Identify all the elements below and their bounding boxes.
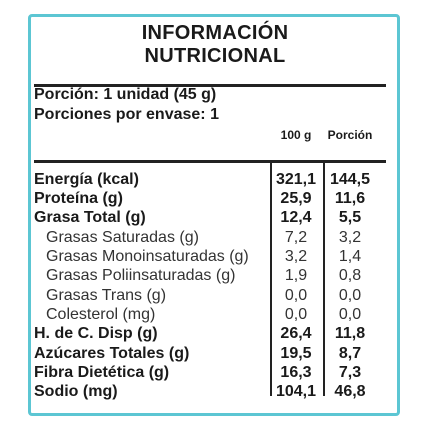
value-portion: 144,5: [329, 171, 371, 188]
nutrient-label: Azúcares Totales (g): [34, 345, 190, 362]
nutrient-row-energy: Energía (kcal) 321,1 144,5: [0, 171, 430, 189]
value-portion: 5,5: [338, 209, 362, 226]
value-portion: 0,0: [338, 306, 362, 323]
value-100g: 16,3: [280, 364, 312, 381]
column-header-portion: Porción: [327, 128, 373, 142]
value-100g: 12,4: [280, 209, 312, 226]
portion-size: Porción: 1 unidad (45 g): [34, 86, 217, 103]
value-portion: 11,8: [334, 325, 366, 342]
value-100g: 0,0: [284, 306, 308, 323]
title-line-1: INFORMACIÓN: [141, 22, 289, 44]
label-frame: [28, 14, 400, 416]
nutrient-label: Sodio (mg): [34, 383, 118, 400]
value-100g: 25,9: [280, 190, 312, 207]
nutrient-row-total-sugars: Azúcares Totales (g) 19,5 8,7: [0, 345, 430, 363]
nutrient-label: H. de C. Disp (g): [34, 325, 158, 342]
value-portion: 11,6: [334, 190, 366, 207]
column-divider-left: [270, 160, 272, 396]
nutrient-label: Grasas Saturadas (g): [46, 229, 199, 246]
value-portion: 0,0: [338, 287, 362, 304]
nutrient-row-protein: Proteína (g) 25,9 11,6: [0, 190, 430, 208]
value-100g: 321,1: [275, 171, 317, 188]
nutrient-row-total-fat: Grasa Total (g) 12,4 5,5: [0, 209, 430, 227]
value-portion: 46,8: [334, 383, 366, 400]
title-line-2: NUTRICIONAL: [144, 45, 286, 67]
nutrient-label: Energía (kcal): [34, 171, 139, 188]
value-100g: 3,2: [284, 248, 308, 265]
value-portion: 7,3: [338, 364, 362, 381]
value-portion: 0,8: [338, 267, 362, 284]
value-portion: 8,7: [338, 345, 362, 362]
nutrient-label: Colesterol (mg): [46, 306, 156, 323]
value-100g: 26,4: [280, 325, 312, 342]
nutrient-row-cholesterol: Colesterol (mg) 0,0 0,0: [0, 306, 430, 324]
column-divider-right: [323, 160, 325, 396]
nutrient-row-polyunsaturated-fat: Grasas Poliinsaturadas (g) 1,9 0,8: [0, 267, 430, 285]
value-100g: 104,1: [275, 383, 317, 400]
column-header-100g: 100 g: [280, 128, 312, 142]
value-100g: 1,9: [284, 267, 308, 284]
nutrient-label: Grasa Total (g): [34, 209, 146, 226]
nutrient-row-sodium: Sodio (mg) 104,1 46,8: [0, 383, 430, 401]
value-portion: 1,4: [338, 248, 362, 265]
nutrient-label: Fibra Dietética (g): [34, 364, 170, 381]
servings-per-container: Porciones por envase: 1: [34, 106, 219, 123]
nutrient-label: Grasas Poliinsaturadas (g): [46, 267, 236, 284]
nutrient-row-monounsaturated-fat: Grasas Monoinsaturadas (g) 3,2 1,4: [0, 248, 430, 266]
value-100g: 0,0: [284, 287, 308, 304]
nutrient-label: Grasas Trans (g): [46, 287, 167, 304]
value-portion: 3,2: [338, 229, 362, 246]
nutrient-row-trans-fat: Grasas Trans (g) 0,0 0,0: [0, 287, 430, 305]
header-divider: [34, 160, 386, 163]
nutrient-row-saturated-fat: Grasas Saturadas (g) 7,2 3,2: [0, 229, 430, 247]
nutrient-label: Grasas Monoinsaturadas (g): [46, 248, 249, 265]
value-100g: 7,2: [284, 229, 308, 246]
nutrient-row-carbohydrates: H. de C. Disp (g) 26,4 11,8: [0, 325, 430, 343]
title-divider: [34, 84, 386, 87]
nutrient-row-dietary-fiber: Fibra Dietética (g) 16,3 7,3: [0, 364, 430, 382]
value-100g: 19,5: [280, 345, 312, 362]
nutrient-label: Proteína (g): [34, 190, 123, 207]
